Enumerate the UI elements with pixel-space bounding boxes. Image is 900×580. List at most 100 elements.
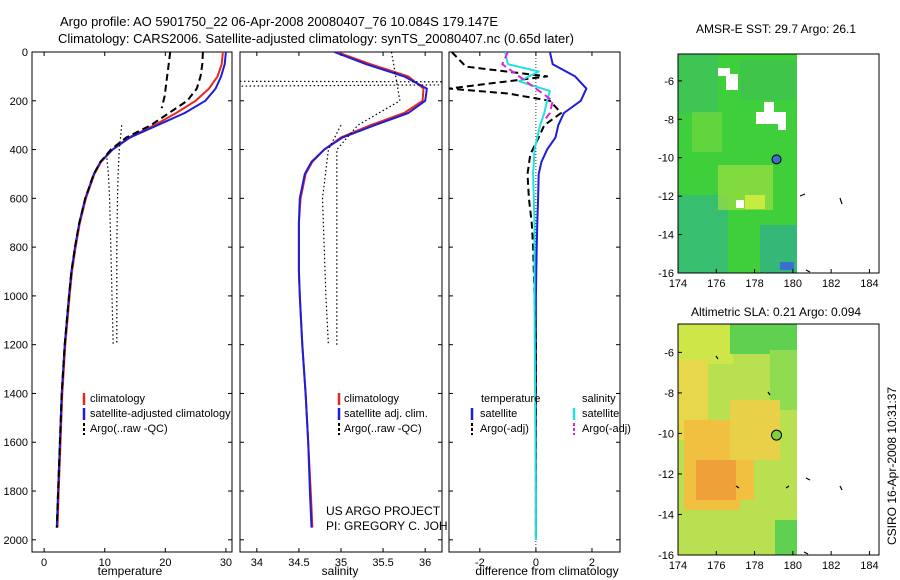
y-tick-label: 2000 bbox=[4, 535, 28, 547]
temperature-ticks: 0 10 20 30 0 200 400 600 800 1000 1200 1400 1600 1800… bbox=[4, 47, 233, 569]
x-tick-label: 36 bbox=[419, 557, 431, 569]
temperature-axes bbox=[31, 51, 233, 553]
sst-profile-marker bbox=[771, 154, 782, 165]
map-x-tick-label: 182 bbox=[822, 560, 840, 572]
map-x-tick-label: 184 bbox=[860, 278, 878, 290]
sst-map-frame bbox=[677, 53, 880, 274]
sst-nodata bbox=[726, 74, 738, 90]
y-tick-label: 1600 bbox=[4, 437, 28, 449]
salinity-axes bbox=[239, 51, 443, 553]
y-tick-label: 800 bbox=[10, 242, 28, 254]
salinity-ticks: 34 34.5 35 35.5 36 bbox=[240, 51, 442, 569]
sla-patch bbox=[730, 324, 797, 354]
legend-d-temperature-header: temperature bbox=[481, 393, 540, 405]
sst-islands bbox=[799, 193, 843, 273]
map-x-tick-label: 180 bbox=[784, 278, 802, 290]
map-y-tick-label: -16 bbox=[658, 268, 674, 280]
sla-patch bbox=[730, 400, 780, 460]
sla-map-title: Altimetric SLA: 0.21 Argo: 0.094 bbox=[691, 305, 861, 319]
difference-legend: temperature salinity satellite Argo(-adj… bbox=[470, 393, 631, 435]
legend-argo: Argo(..raw -QC) bbox=[90, 423, 168, 435]
sst-cold-patch bbox=[780, 262, 794, 270]
sla-map-ticks: 174 176 178 180 182 184 -6 -8 -10 -12 -14 -16 bbox=[658, 347, 879, 572]
y-tick-label: 400 bbox=[10, 145, 28, 157]
x-tick-label: 0 bbox=[533, 557, 539, 569]
series-line bbox=[240, 80, 442, 87]
sst-nodata bbox=[718, 68, 730, 76]
map-y-tick-label: -10 bbox=[658, 153, 674, 165]
map-x-tick-label: 178 bbox=[745, 278, 763, 290]
sst-map: AMSR-E SST: 29.7 Argo: 26.1 174 176 178 180… bbox=[658, 22, 880, 290]
map-y-tick-label: -8 bbox=[664, 388, 674, 400]
temperature-legend: climatology satellite-adjusted climatolo… bbox=[82, 393, 231, 435]
legend-climatology: climatology bbox=[90, 393, 146, 405]
y-tick-label: 600 bbox=[10, 193, 28, 205]
sst-nodata bbox=[778, 118, 786, 130]
temperature-lines bbox=[55, 52, 227, 528]
series-line bbox=[449, 52, 563, 540]
map-y-tick-label: -8 bbox=[664, 114, 674, 126]
sla-field bbox=[678, 324, 843, 555]
sst-patch bbox=[740, 60, 797, 100]
sla-warm-patch bbox=[696, 460, 736, 500]
header-line-2: Climatology: CARS2006. Satellite-adjuste… bbox=[58, 31, 574, 46]
legend-d-tsat: satellite bbox=[480, 408, 517, 420]
series-line bbox=[116, 125, 123, 345]
temperature-xlabel: temperature bbox=[98, 564, 163, 578]
x-tick-label: -2 bbox=[475, 557, 485, 569]
series-line bbox=[55, 52, 204, 528]
sst-map-ticks: 174 176 178 180 182 184 -6 -8 -10 -12 -14 -16 bbox=[658, 76, 879, 290]
map-x-tick-label: 174 bbox=[669, 560, 687, 572]
x-tick-label: 2 bbox=[589, 557, 595, 569]
series-line bbox=[321, 124, 342, 345]
y-tick-label: 1200 bbox=[4, 340, 28, 352]
sla-patch bbox=[775, 520, 797, 555]
legend-satellite: satellite-adjusted climatology bbox=[90, 408, 231, 420]
x-tick-label: 30 bbox=[220, 557, 232, 569]
difference-xlabel: difference from climatology bbox=[475, 564, 618, 578]
series-line bbox=[504, 52, 551, 540]
series-line bbox=[160, 52, 172, 109]
sla-map: Altimetric SLA: 0.21 Argo: 0.094 174 176 1… bbox=[658, 305, 880, 572]
sst-patch bbox=[678, 54, 718, 114]
temperature-chart: 0 10 20 30 0 200 400 600 800 1000 1200 1400 1600 1800… bbox=[4, 47, 233, 578]
legend-s-climatology: climatology bbox=[344, 393, 400, 405]
sla-map-frame bbox=[677, 323, 880, 556]
legend-s-argo: Argo(..raw -QC) bbox=[344, 423, 422, 435]
sst-warm-patch bbox=[745, 195, 765, 209]
map-y-tick-label: -10 bbox=[658, 428, 674, 440]
map-x-tick-label: 184 bbox=[860, 560, 878, 572]
series-line bbox=[297, 52, 428, 528]
map-x-tick-label: 174 bbox=[669, 278, 687, 290]
map-y-tick-label: -12 bbox=[658, 469, 674, 481]
map-y-tick-label: -14 bbox=[658, 509, 674, 521]
map-x-tick-label: 176 bbox=[707, 278, 725, 290]
map-x-tick-label: 182 bbox=[822, 278, 840, 290]
series-line bbox=[336, 52, 401, 345]
salinity-chart: 34 34.5 35 35.5 36 salinity climatology sate… bbox=[239, 51, 482, 578]
difference-chart: -2 0 2 difference from climatology tempera… bbox=[448, 51, 631, 578]
sla-islands bbox=[715, 355, 843, 555]
header-line-1: Argo profile: AO 5901750_22 06-Apr-2008 … bbox=[60, 14, 498, 29]
x-tick-label: 34 bbox=[251, 557, 263, 569]
credit-project: US ARGO PROJECT bbox=[326, 504, 441, 518]
y-tick-label: 0 bbox=[22, 47, 28, 59]
map-y-tick-label: -6 bbox=[664, 76, 674, 88]
difference-lines bbox=[449, 52, 588, 540]
y-tick-label: 200 bbox=[10, 96, 28, 108]
credit-pi: PI: GREGORY C. JOHNSON bbox=[326, 519, 482, 533]
x-tick-label: 0 bbox=[41, 557, 47, 569]
map-y-tick-label: -6 bbox=[664, 347, 674, 359]
y-tick-label: 1400 bbox=[4, 388, 28, 400]
map-y-tick-label: -16 bbox=[658, 550, 674, 562]
map-y-tick-label: -14 bbox=[658, 230, 674, 242]
legend-s-satellite: satellite adj. clim. bbox=[344, 408, 428, 420]
map-x-tick-label: 180 bbox=[784, 560, 802, 572]
sla-patch bbox=[678, 324, 733, 364]
x-tick-label: 10 bbox=[99, 557, 111, 569]
legend-d-ssat: satellite bbox=[582, 408, 619, 420]
series-line bbox=[105, 154, 114, 345]
sst-nodata bbox=[736, 200, 744, 208]
salinity-lines bbox=[240, 52, 442, 528]
